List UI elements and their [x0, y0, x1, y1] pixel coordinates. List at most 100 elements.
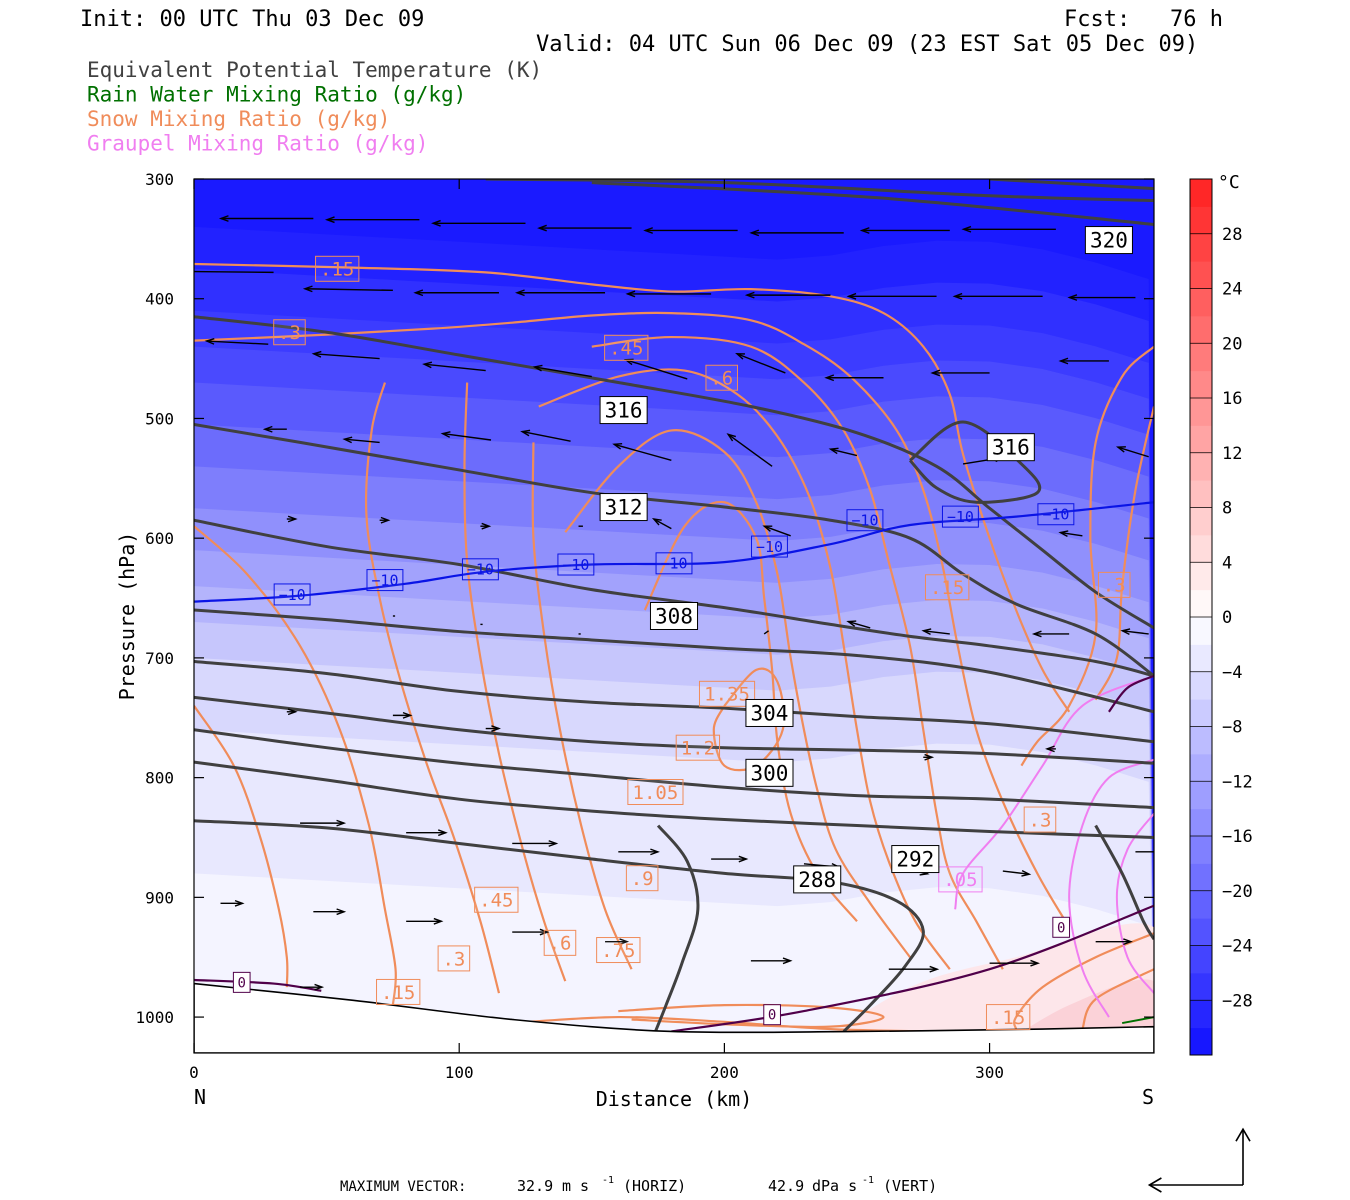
colorbar-label: 8 [1222, 499, 1232, 519]
wind-vector-shaft [1117, 446, 1149, 458]
wind-vector-head [1045, 745, 1055, 753]
wind-vector-head [1123, 938, 1133, 946]
wind-vector [1135, 851, 1154, 853]
vert-max-unit: dPa s [812, 1177, 857, 1195]
forecast-hour-label: Fcst: 76 h [1064, 7, 1223, 32]
theta-e-contour [194, 608, 1154, 714]
y-tick-label: 500 [145, 409, 174, 428]
snow-label-box [705, 364, 739, 391]
y-tick-label: 600 [145, 529, 174, 548]
colorbar-cell [1190, 836, 1212, 864]
init-time-label: Init: 00 UTC Thu 03 Dec 09 [80, 7, 424, 32]
wind-vector [612, 443, 672, 462]
snow-label-box [543, 929, 577, 956]
wind-vector [651, 518, 672, 530]
colorbar: 28 24 20 16 12 8 4 0 −4 −8 −12 −16 −20 −24 −28 [1189, 178, 1253, 1056]
snow-contour [512, 1015, 937, 1033]
wind-vector [342, 436, 380, 444]
wind-vector-shaft [522, 430, 571, 442]
theta-e-contour [194, 660, 1154, 744]
colorbar-label: 0 [1222, 608, 1232, 628]
snow-label: 1.35 [698, 680, 756, 707]
snow-label: .15 [315, 255, 360, 282]
isotherm-zero-label: 0 [763, 1004, 781, 1026]
wind-vector [431, 219, 526, 227]
snow-label-box [985, 1004, 1031, 1031]
colorbar-cell [1190, 1027, 1212, 1056]
wind-vector-head [1067, 294, 1078, 301]
wind-vector-head [643, 227, 654, 234]
wind-vector-shaft [923, 630, 950, 635]
wind-vector-head [336, 819, 347, 827]
theta-e-label: 304 [745, 698, 794, 727]
wind-vector-head [287, 515, 298, 523]
theta-e-contour [989, 179, 1154, 191]
wind-vector-shaft [830, 448, 858, 457]
colorbar-cell [1190, 261, 1212, 289]
wind-vector [1058, 357, 1109, 365]
wind-vector-shaft [206, 340, 269, 345]
snow-label: .9 [625, 865, 659, 892]
snow-label-text: .75 [601, 940, 635, 962]
wind-vector [711, 855, 749, 863]
wind-vector [379, 516, 391, 524]
wind-vector-head [623, 358, 634, 366]
y-tick-label: 300 [145, 170, 174, 189]
wind-vector-head [302, 285, 313, 293]
horiz-tag: (HORIZ) [623, 1177, 686, 1195]
theta-e-label: 300 [745, 758, 794, 787]
snow-label-box [627, 778, 684, 805]
wind-vector-head [520, 429, 531, 437]
wind-vector-shaft [653, 518, 672, 530]
colorbar-cell [1190, 425, 1212, 454]
horiz-max-value: 32.9 [517, 1177, 553, 1195]
colorbar-label: 28 [1222, 225, 1242, 245]
wind-vector-shaft [763, 630, 769, 635]
legend-entry: Snow Mixing Ratio (g/kg) [87, 107, 390, 131]
wind-vector-head [1031, 630, 1042, 638]
snow-label-text: .15 [381, 982, 415, 1004]
isotherm-zero-label-box [763, 1004, 781, 1026]
wind-vector [220, 899, 245, 907]
wind-vector [762, 525, 791, 537]
rain-contour [1121, 1016, 1154, 1025]
field-legend: Equivalent Potential Temperature (K)Rain… [87, 58, 542, 156]
wind-vector-head [738, 855, 749, 863]
isotherm-zero-label: 0 [232, 971, 251, 993]
y-tick-label: 800 [145, 769, 174, 788]
wind-vector [750, 957, 793, 965]
colorbar-label: 4 [1222, 553, 1232, 573]
wind-vector-shaft [194, 270, 274, 274]
snow-label-text: .45 [479, 890, 513, 912]
wind-vector [625, 290, 712, 298]
snow-label-text: .15 [930, 577, 964, 599]
wind-vector [1031, 630, 1070, 638]
wind-vector [618, 848, 660, 856]
wind-vector-head [762, 525, 773, 532]
theta-e-label: 308 [649, 602, 699, 630]
snow-label-text: .15 [991, 1007, 1025, 1029]
colorbar-cell [1190, 315, 1212, 344]
snow-label: .3 [1023, 806, 1057, 833]
wind-vector [763, 630, 769, 635]
wind-vector-head [537, 224, 547, 232]
wind-vector [440, 431, 492, 441]
y-tick-label: 1000 [135, 1008, 174, 1027]
snow-label-text: .6 [710, 368, 733, 390]
colorbar-cell [1190, 398, 1212, 426]
isotherm-zero-label-box [232, 971, 251, 993]
snow-label-text: .6 [549, 933, 572, 955]
theta-e-label-box [793, 865, 842, 894]
wind-vector-head [380, 516, 391, 524]
snow-label: .75 [596, 937, 641, 964]
theta-e-label-box [1084, 226, 1133, 255]
wind-vector-head [218, 215, 229, 222]
wind-vector-shaft [848, 620, 871, 629]
north-end-label: N [194, 1085, 206, 1109]
theta-e-contour [194, 728, 1154, 810]
theta-e-label-box [649, 602, 699, 630]
wind-vector [1045, 745, 1056, 753]
wind-vector [1095, 938, 1133, 946]
wind-vector-head [1021, 869, 1032, 877]
